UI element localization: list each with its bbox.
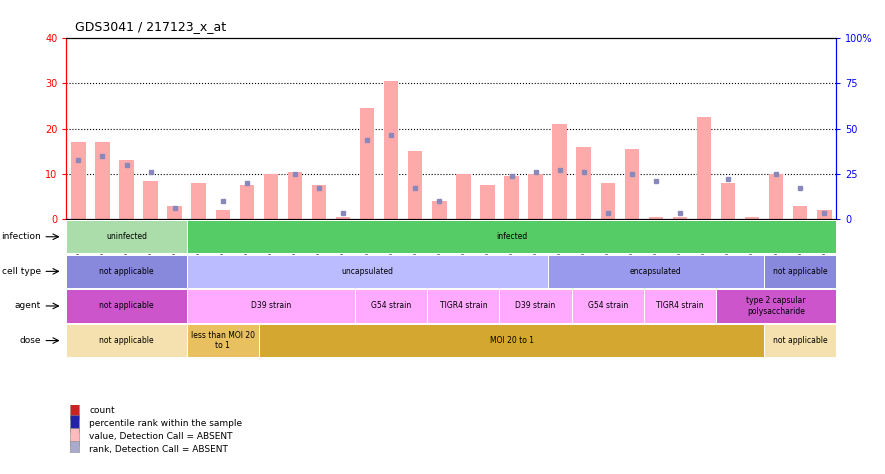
Bar: [70, 403, 80, 419]
Text: agent: agent: [15, 301, 41, 310]
Text: dose: dose: [19, 336, 41, 345]
Bar: [769, 174, 783, 219]
Bar: [71, 142, 86, 219]
Bar: [427, 289, 499, 323]
Text: count: count: [89, 407, 115, 415]
Bar: [70, 441, 80, 458]
Bar: [240, 185, 254, 219]
Text: infected: infected: [496, 232, 527, 241]
Bar: [66, 324, 187, 357]
Text: D39 strain: D39 strain: [515, 301, 556, 310]
Bar: [548, 255, 764, 288]
Text: G54 strain: G54 strain: [371, 301, 412, 310]
Bar: [167, 206, 182, 219]
Bar: [716, 289, 836, 323]
Text: not applicable: not applicable: [99, 336, 154, 345]
Text: not applicable: not applicable: [99, 301, 154, 310]
Text: D39 strain: D39 strain: [250, 301, 291, 310]
Bar: [143, 181, 158, 219]
Text: less than MOI 20
to 1: less than MOI 20 to 1: [191, 331, 255, 350]
Bar: [96, 142, 110, 219]
Bar: [456, 174, 471, 219]
Bar: [335, 217, 350, 219]
Text: TIGR4 strain: TIGR4 strain: [440, 301, 488, 310]
Bar: [576, 147, 591, 219]
Bar: [625, 149, 639, 219]
Text: GDS3041 / 217123_x_at: GDS3041 / 217123_x_at: [75, 20, 227, 33]
Text: encapsulated: encapsulated: [630, 267, 681, 276]
Text: MOI 20 to 1: MOI 20 to 1: [489, 336, 534, 345]
Bar: [745, 217, 759, 219]
Bar: [649, 217, 663, 219]
Bar: [481, 185, 495, 219]
Text: G54 strain: G54 strain: [588, 301, 627, 310]
Bar: [504, 176, 519, 219]
Bar: [528, 174, 543, 219]
Text: value, Detection Call = ABSENT: value, Detection Call = ABSENT: [89, 432, 233, 441]
Bar: [673, 217, 687, 219]
Bar: [360, 108, 374, 219]
Text: type 2 capsular
polysaccharide: type 2 capsular polysaccharide: [746, 296, 806, 316]
Bar: [187, 255, 548, 288]
Text: not applicable: not applicable: [99, 267, 154, 276]
Bar: [312, 185, 327, 219]
Bar: [187, 289, 355, 323]
Text: uninfected: uninfected: [106, 232, 147, 241]
Bar: [384, 81, 398, 219]
Bar: [66, 220, 187, 254]
Bar: [70, 415, 80, 432]
Bar: [119, 161, 134, 219]
Bar: [696, 118, 712, 219]
Text: TIGR4 strain: TIGR4 strain: [656, 301, 704, 310]
Bar: [644, 289, 716, 323]
Bar: [70, 428, 80, 445]
Text: cell type: cell type: [2, 267, 41, 276]
Bar: [720, 183, 735, 219]
Bar: [764, 324, 836, 357]
Bar: [793, 206, 807, 219]
Text: not applicable: not applicable: [773, 336, 827, 345]
Bar: [288, 172, 302, 219]
Bar: [258, 324, 764, 357]
Bar: [552, 124, 566, 219]
Bar: [66, 255, 187, 288]
Text: not applicable: not applicable: [773, 267, 827, 276]
Bar: [601, 183, 615, 219]
Bar: [187, 220, 836, 254]
Text: infection: infection: [1, 232, 41, 241]
Bar: [499, 289, 572, 323]
Text: percentile rank within the sample: percentile rank within the sample: [89, 419, 242, 428]
Bar: [408, 151, 422, 219]
Bar: [264, 174, 278, 219]
Bar: [764, 255, 836, 288]
Bar: [817, 210, 832, 219]
Text: rank, Detection Call = ABSENT: rank, Detection Call = ABSENT: [89, 445, 228, 454]
Bar: [187, 324, 259, 357]
Bar: [216, 210, 230, 219]
Text: uncapsulated: uncapsulated: [341, 267, 393, 276]
Bar: [432, 201, 447, 219]
Bar: [572, 289, 643, 323]
Bar: [355, 289, 427, 323]
Bar: [191, 183, 206, 219]
Bar: [66, 289, 187, 323]
